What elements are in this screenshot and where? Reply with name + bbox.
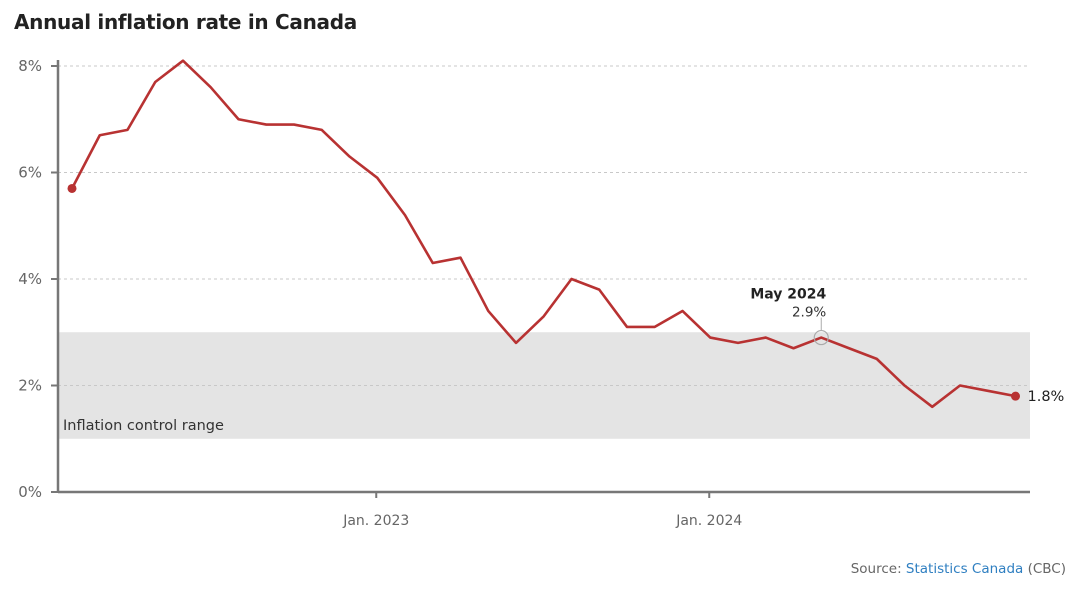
y-tick-label: 4% [18,270,42,288]
band-label: Inflation control range [63,418,224,434]
series-line [70,59,1016,409]
y-tick-label: 8% [18,57,42,75]
source-prefix: Source: [850,561,906,577]
data-point [67,183,77,193]
y-tick-label: 6% [18,164,42,182]
annotation-value: 2.9% [792,305,826,321]
chart-title: Annual inflation rate in Canada [14,10,357,34]
y-tick-label: 2% [18,377,42,395]
annotation-title: May 2024 [750,287,826,303]
x-tick-label: Jan. 2023 [342,513,409,529]
y-tick-label: 0% [18,483,42,501]
end-value-label: 1.8% [1028,389,1065,405]
source-link[interactable]: Statistics Canada [905,561,1024,577]
source-suffix: (CBC) [1023,561,1066,577]
x-tick-label: Jan. 2024 [675,513,742,529]
data-point [1011,391,1020,401]
source-note: Source: Statistics Canada (CBC) [851,561,1066,577]
annotation-marker [813,329,829,346]
